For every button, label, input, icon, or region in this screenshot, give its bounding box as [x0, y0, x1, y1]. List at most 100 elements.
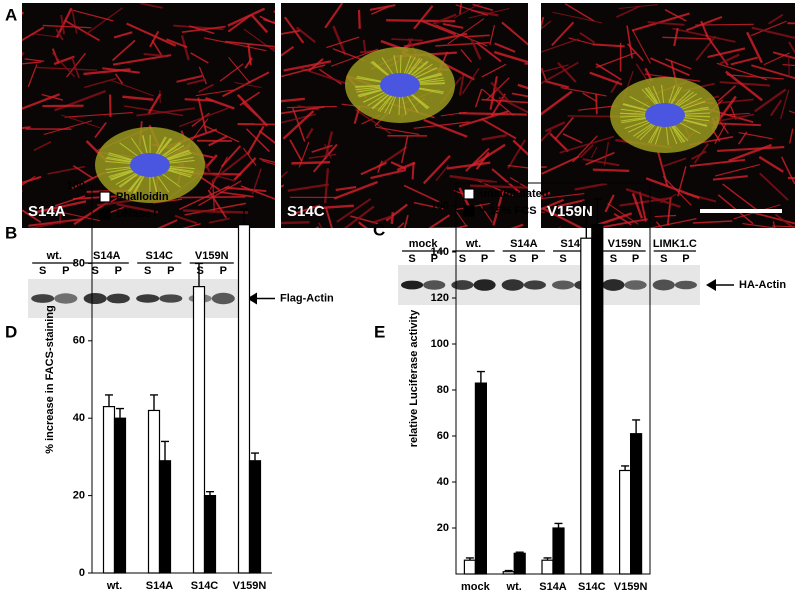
actin-fiber [72, 9, 114, 22]
actin-fiber [85, 7, 123, 36]
actin-fiber [726, 74, 784, 80]
actin-fiber [357, 221, 369, 228]
actin-fiber [474, 88, 483, 108]
x-tick-label: mock [461, 581, 491, 593]
actin-fiber [228, 57, 251, 84]
actin-fiber [479, 203, 493, 223]
error-bar [206, 491, 214, 496]
actin-fiber [494, 42, 516, 53]
actin-fiber [143, 53, 166, 57]
actin-fiber [541, 166, 547, 168]
actin-fiber [754, 88, 787, 113]
y-tick-label: 20 [73, 490, 85, 502]
nucleus [645, 103, 685, 127]
actin-fiber [509, 177, 528, 189]
band [211, 292, 235, 305]
actin-fiber [283, 60, 332, 72]
actin-fiber [370, 168, 407, 180]
actin-fiber [631, 29, 651, 64]
actin-fiber [787, 22, 795, 25]
bar [158, 460, 172, 574]
group-label: wt. [46, 250, 62, 262]
actin-fiber [712, 175, 748, 181]
error-bar [161, 440, 169, 461]
actin-fiber [746, 31, 763, 64]
actin-fiber [541, 38, 580, 53]
error-bar [621, 465, 630, 471]
actin-fiber [305, 127, 314, 139]
error-bar [593, 198, 602, 225]
actin-fiber [558, 226, 562, 228]
actin-fiber [300, 67, 349, 85]
actin-fiber [332, 25, 347, 56]
actin-fiber [428, 214, 451, 228]
actin-fiber [492, 191, 504, 226]
actin-fiber [43, 120, 93, 135]
actin-fiber [151, 39, 163, 58]
actin-fiber [725, 70, 763, 102]
actin-fiber [113, 31, 133, 39]
actin-fiber [449, 174, 498, 184]
y-tick-label: 40 [437, 476, 449, 488]
y-axis-label: % increase in FACS-staining [44, 305, 56, 454]
y-tick-label: 120 [431, 292, 449, 304]
actin-fiber [592, 43, 625, 48]
actin-fiber [476, 42, 502, 63]
actin-fiber [459, 3, 463, 15]
actin-fiber [197, 97, 208, 133]
actin-fiber [471, 143, 506, 167]
actin-fiber [625, 187, 681, 209]
band [523, 280, 546, 290]
actin-fiber [465, 147, 490, 172]
actin-fiber [579, 144, 594, 159]
actin-fiber [626, 43, 644, 62]
lane-label: P [632, 253, 639, 265]
marker-label: HA-Actin [739, 279, 786, 291]
actin-fiber [403, 32, 468, 48]
actin-fiber [184, 202, 246, 216]
actin-fiber [772, 221, 776, 228]
actin-fiber [541, 155, 580, 175]
image-label: S14A [28, 203, 66, 220]
actin-fiber [489, 24, 496, 46]
actin-fiber [123, 105, 184, 117]
actin-fiber [227, 7, 266, 27]
actin-fiber [582, 158, 620, 167]
actin-fiber [719, 53, 740, 65]
legend-swatch [463, 188, 475, 200]
actin-fiber [544, 79, 570, 89]
bar [113, 417, 127, 574]
actin-fiber [343, 205, 375, 228]
actin-fiber [289, 139, 303, 162]
actin-fiber [455, 210, 467, 226]
actin-fiber [689, 158, 746, 167]
actin-fiber [507, 139, 526, 169]
actin-fiber [568, 37, 595, 46]
actin-fiber [61, 114, 101, 129]
actin-fiber [64, 112, 133, 118]
y-tick-label: 40 [73, 412, 85, 424]
actin-fiber [750, 20, 787, 37]
x-tick-label: wt. [506, 581, 522, 593]
actin-fiber [481, 63, 507, 78]
actin-fiber [603, 141, 610, 166]
actin-fiber [413, 121, 470, 129]
actin-fiber [236, 93, 269, 127]
actin-fiber [396, 222, 405, 228]
actin-fiber [369, 4, 396, 11]
actin-fiber [225, 40, 275, 48]
actin-fiber [198, 83, 214, 93]
actin-fiber [64, 19, 100, 42]
actin-fiber [312, 143, 338, 173]
actin-fiber [281, 170, 289, 179]
actin-fiber [774, 213, 795, 228]
actin-fiber [607, 202, 639, 225]
error-bar [543, 557, 552, 561]
actin-fiber [768, 13, 784, 25]
actin-fiber [111, 80, 154, 97]
legend-swatch [99, 208, 111, 220]
actin-fiber [446, 161, 491, 170]
lane-label: S [610, 253, 617, 265]
actin-fiber [454, 224, 468, 228]
nucleus [380, 73, 420, 97]
